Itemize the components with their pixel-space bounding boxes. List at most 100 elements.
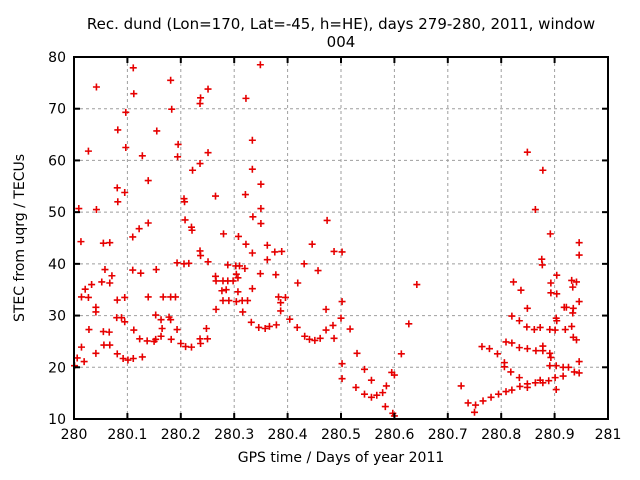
data-point: [129, 266, 137, 274]
data-point: [248, 136, 256, 144]
data-point: [101, 266, 109, 274]
data-point: [305, 335, 313, 343]
data-point: [271, 248, 279, 256]
data-point: [118, 314, 126, 322]
data-point: [121, 188, 129, 196]
data-point: [130, 90, 138, 98]
data-point: [122, 144, 130, 151]
data-point: [405, 320, 413, 328]
data-point: [81, 285, 89, 293]
data-point: [204, 258, 212, 266]
data-point: [568, 276, 576, 284]
data-point: [98, 278, 106, 286]
data-point: [322, 305, 330, 313]
x-tick-label: 280.7: [428, 427, 468, 443]
data-point: [168, 105, 176, 113]
data-point: [248, 249, 256, 257]
data-point: [379, 389, 387, 397]
data-point: [552, 362, 560, 370]
data-point: [121, 293, 129, 301]
data-point: [106, 341, 114, 349]
data-point: [322, 326, 330, 334]
data-point: [106, 279, 114, 287]
data-point: [212, 277, 220, 285]
data-point: [338, 298, 346, 306]
data-point: [157, 332, 165, 340]
data-point: [182, 343, 190, 351]
data-point: [174, 153, 182, 161]
data-point: [575, 251, 583, 259]
data-point: [277, 307, 285, 315]
data-point: [272, 271, 280, 279]
data-point: [158, 325, 166, 332]
data-point: [256, 61, 264, 69]
data-point: [224, 261, 232, 269]
data-point: [167, 76, 175, 84]
data-point: [92, 349, 100, 357]
data-point: [338, 248, 346, 256]
data-point: [119, 354, 127, 362]
data-point: [108, 272, 116, 280]
data-point: [247, 318, 255, 326]
data-point: [570, 368, 578, 376]
data-point: [173, 259, 181, 267]
data-point: [159, 293, 167, 301]
data-point: [381, 403, 389, 411]
data-point: [286, 315, 294, 323]
data-point: [106, 239, 114, 247]
data-point: [562, 303, 570, 311]
data-point: [278, 247, 286, 255]
data-point: [517, 286, 525, 294]
data-point: [84, 147, 92, 155]
y-tick-label: 60: [48, 153, 66, 169]
data-point: [471, 408, 478, 416]
data-point: [219, 297, 227, 305]
data-point: [575, 369, 583, 377]
data-point: [485, 345, 493, 353]
data-point: [464, 399, 472, 407]
data-point: [136, 335, 144, 343]
data-point: [575, 239, 583, 247]
data-point: [547, 289, 555, 297]
data-point: [360, 365, 368, 373]
data-point: [232, 298, 240, 306]
data-point: [523, 323, 531, 331]
data-point: [515, 344, 523, 352]
data-point: [196, 100, 204, 108]
data-point: [564, 363, 572, 371]
data-point: [261, 325, 269, 332]
x-tick-label: 280.9: [535, 427, 575, 443]
data-point: [338, 360, 346, 368]
data-point: [500, 363, 508, 371]
data-point: [523, 148, 531, 156]
x-tick-label: 280: [61, 427, 88, 443]
data-point: [523, 345, 531, 353]
data-point: [92, 308, 100, 316]
data-point: [293, 323, 301, 331]
data-point: [561, 326, 569, 334]
data-point: [539, 379, 547, 387]
data-point: [113, 296, 121, 304]
data-point: [152, 311, 160, 319]
data-point: [530, 326, 538, 334]
data-point: [572, 278, 580, 286]
data-point: [553, 271, 561, 279]
data-point: [152, 266, 160, 274]
data-point: [236, 262, 244, 270]
data-point: [568, 322, 576, 330]
data-point: [257, 205, 265, 213]
data-point: [572, 336, 580, 344]
data-point: [138, 353, 146, 361]
data-point: [493, 350, 501, 358]
x-tick-label: 280.5: [321, 427, 361, 443]
y-tick-label: 40: [48, 257, 66, 273]
data-point: [187, 343, 195, 351]
data-point: [225, 297, 233, 305]
data-point: [77, 238, 85, 246]
data-point: [316, 334, 324, 342]
data-point: [241, 191, 249, 199]
data-point: [553, 290, 561, 298]
data-point: [337, 314, 345, 322]
